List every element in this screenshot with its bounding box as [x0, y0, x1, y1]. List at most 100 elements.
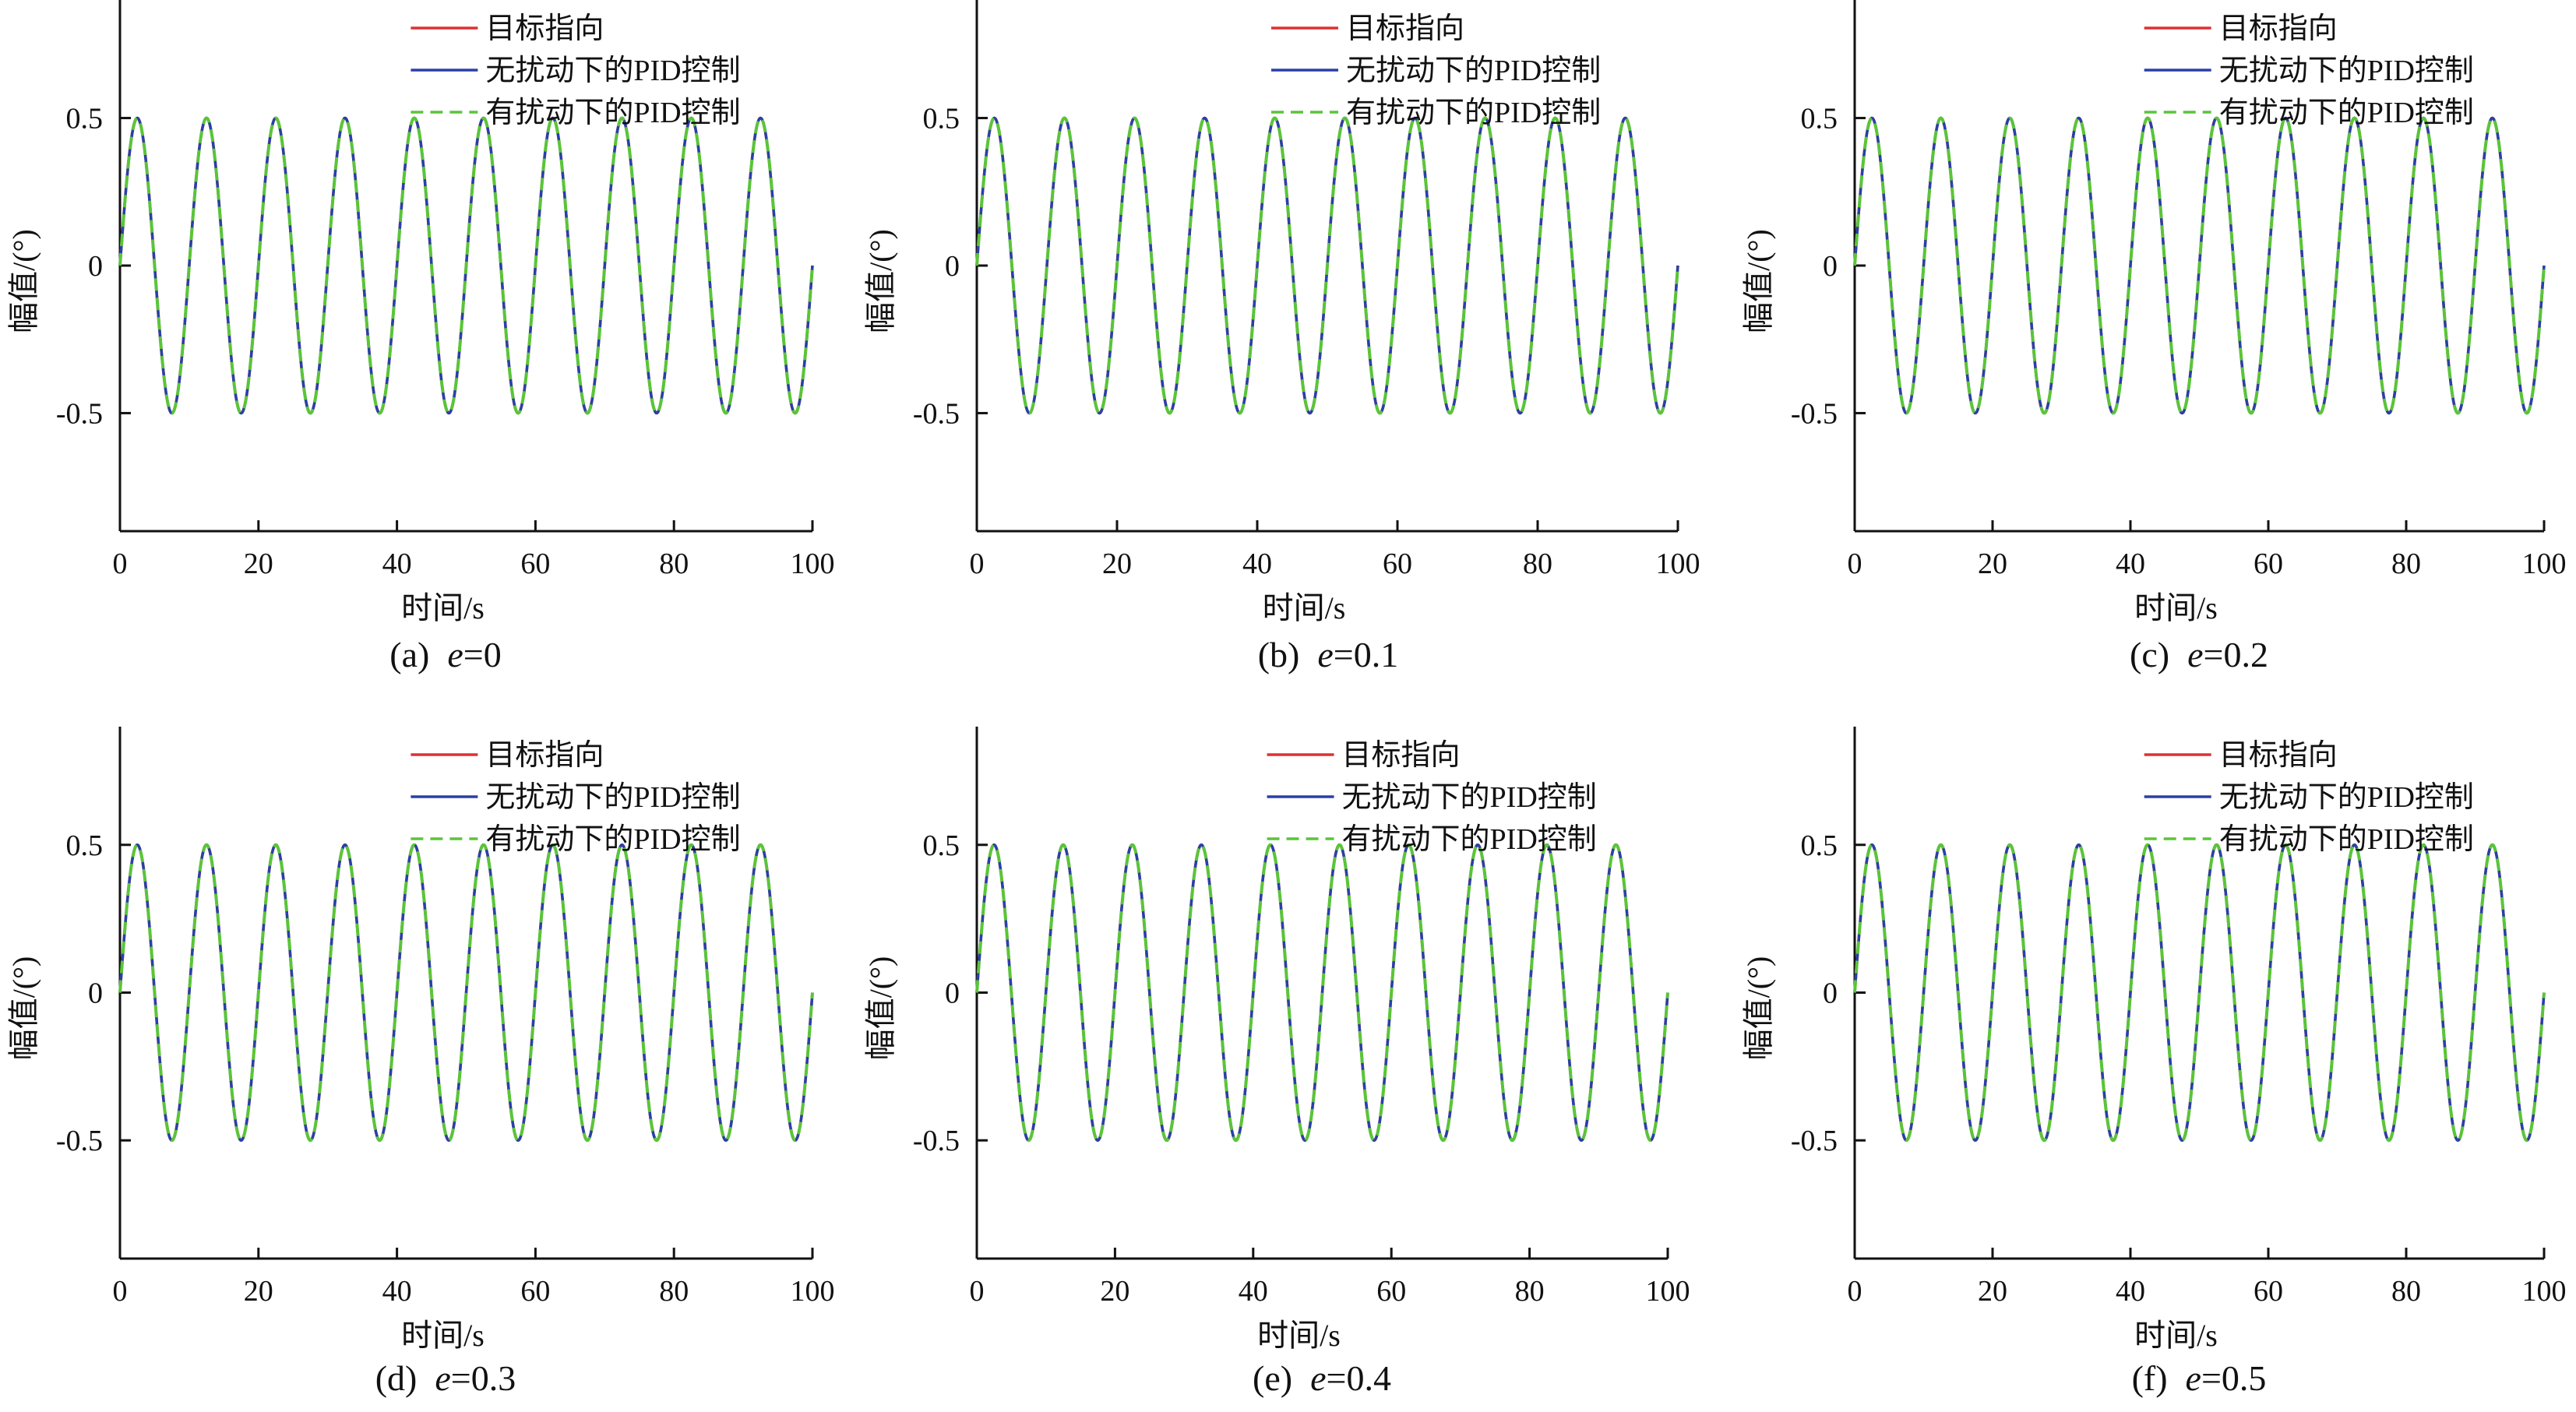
y-tick-label: -0.5: [56, 397, 103, 430]
caption-variable: e: [447, 635, 463, 674]
panel-caption: (f) e=0.5: [2132, 1358, 2267, 1398]
legend-label: 有扰动下的PID控制: [1346, 97, 1601, 129]
x-tick-label: 60: [2254, 1275, 2283, 1308]
y-tick-label: 0.5: [66, 829, 104, 862]
x-axis-label: 时间/s: [2134, 590, 2218, 625]
legend-label: 无扰动下的PID控制: [1342, 781, 1597, 814]
with-disturbance-line: [118, 843, 814, 1143]
caption-variable: e: [2187, 635, 2203, 674]
x-tick-label: 0: [113, 548, 128, 580]
panel-caption: (b) e=0.1: [1258, 635, 1399, 674]
x-tick-label: 40: [382, 1275, 412, 1308]
legend-label: 无扰动下的PID控制: [485, 55, 740, 87]
chart-panel-d: 0 20 40 60 80 100 -0.5 0 0.5 时间/s 幅值/(°) 目标指向无扰动下的P…: [6, 727, 835, 1398]
x-tick-label: 0: [1848, 1275, 1862, 1308]
y-tick-label: -0.5: [913, 397, 960, 430]
x-axis-label: 时间/s: [401, 1318, 485, 1353]
legend-label: 目标指向: [1342, 739, 1461, 772]
x-tick-label: 20: [1102, 548, 1132, 580]
legend-label: 无扰动下的PID控制: [485, 781, 740, 814]
x-tick-label: 60: [2254, 548, 2283, 580]
x-tick-label: 100: [2522, 1275, 2567, 1308]
y-tick-label: 0: [1823, 250, 1838, 283]
legend-label: 目标指向: [485, 12, 604, 45]
x-tick-label: 40: [2116, 1275, 2145, 1308]
y-tick-label: -0.5: [1791, 397, 1838, 430]
x-axis-label: 时间/s: [1257, 1318, 1341, 1353]
x-tick-label: 80: [1523, 548, 1552, 580]
x-tick-label: 40: [1242, 548, 1272, 580]
legend-label: 有扰动下的PID控制: [2219, 97, 2474, 129]
y-tick-label: 0.5: [1801, 829, 1838, 862]
panel-caption: (d) e=0.3: [375, 1358, 516, 1398]
y-tick-label: 0: [945, 977, 960, 1010]
y-tick-label: 0.5: [66, 103, 104, 136]
x-tick-label: 20: [1978, 1275, 2007, 1308]
x-tick-label: 0: [970, 548, 985, 580]
x-tick-label: 20: [1978, 548, 2007, 580]
x-tick-label: 20: [244, 1275, 273, 1308]
with-disturbance-line: [1853, 116, 2546, 415]
x-tick-label: 20: [1100, 1275, 1129, 1308]
panel-caption: (c) e=0.2: [2130, 635, 2268, 674]
caption-variable: e: [1317, 635, 1333, 674]
x-tick-label: 40: [382, 548, 412, 580]
caption-value: =0.4: [1327, 1358, 1391, 1398]
chart-panel-a: 0 20 40 60 80 100 -0.5 0 0.5 时间/s 幅值/(°) 目标指向无扰动下的P…: [6, 0, 835, 674]
x-tick-label: 20: [244, 548, 273, 580]
legend-label: 无扰动下的PID控制: [1346, 55, 1601, 87]
legend-label: 有扰动下的PID控制: [1342, 823, 1597, 856]
legend-label: 目标指向: [2219, 12, 2338, 45]
y-axis-label: 幅值/(°): [6, 956, 41, 1061]
legend-label: 目标指向: [1346, 12, 1464, 45]
caption-prefix: (b): [1258, 635, 1318, 674]
y-tick-label: -0.5: [56, 1125, 103, 1157]
caption-variable: e: [435, 1358, 450, 1398]
x-tick-label: 100: [1646, 1275, 1690, 1308]
y-axis-label: 幅值/(°): [1741, 229, 1776, 333]
chart-panel-c: 0 20 40 60 80 100 -0.5 0 0.5 时间/s 幅值/(°) 目标指向无扰动下的P…: [1741, 0, 2567, 674]
y-tick-label: 0: [945, 250, 960, 283]
x-tick-label: 80: [2391, 1275, 2421, 1308]
caption-value: =0.3: [451, 1358, 516, 1398]
x-tick-label: 60: [520, 548, 550, 580]
y-tick-label: 0: [1823, 977, 1838, 1010]
x-tick-label: 80: [2391, 548, 2421, 580]
caption-value: =0: [463, 635, 502, 674]
y-axis-label: 幅值/(°): [863, 229, 898, 333]
caption-prefix: (f): [2132, 1358, 2186, 1398]
x-axis-label: 时间/s: [2134, 1318, 2218, 1353]
y-axis-label: 幅值/(°): [863, 956, 898, 1061]
x-axis-label: 时间/s: [1263, 590, 1346, 625]
chart-panel-b: 0 20 40 60 80 100 -0.5 0 0.5 时间/s 幅值/(°) 目标指向无扰动下的P…: [863, 0, 1700, 674]
caption-variable: e: [2186, 1358, 2201, 1398]
x-tick-label: 80: [659, 1275, 689, 1308]
caption-prefix: (a): [389, 635, 447, 674]
caption-value: =0.5: [2201, 1358, 2266, 1398]
y-tick-label: 0: [88, 250, 103, 283]
x-tick-label: 100: [791, 548, 835, 580]
chart-panel-e: 0 20 40 60 80 100 -0.5 0 0.5 时间/s 幅值/(°) 目标指向无扰动下的P…: [863, 727, 1690, 1398]
legend-label: 目标指向: [2219, 739, 2338, 772]
legend-label: 目标指向: [485, 739, 604, 772]
panel-caption: (e) e=0.4: [1253, 1358, 1391, 1398]
caption-prefix: (e): [1253, 1358, 1310, 1398]
legend-label: 有扰动下的PID控制: [485, 97, 740, 129]
with-disturbance-line: [1853, 843, 2546, 1143]
y-axis-label: 幅值/(°): [1741, 956, 1776, 1061]
panel-caption: (a) e=0: [389, 635, 501, 674]
with-disturbance-line: [975, 116, 1679, 415]
y-tick-label: 0.5: [1801, 103, 1838, 136]
legend-label: 有扰动下的PID控制: [2219, 823, 2474, 856]
x-tick-label: 0: [1848, 548, 1862, 580]
caption-prefix: (d): [375, 1358, 435, 1398]
y-tick-label: 0.5: [923, 829, 960, 862]
y-tick-label: -0.5: [913, 1125, 960, 1157]
with-disturbance-line: [975, 843, 1669, 1143]
caption-value: =0.2: [2204, 635, 2268, 674]
x-axis-label: 时间/s: [401, 590, 485, 625]
x-tick-label: 100: [791, 1275, 835, 1308]
y-axis-label: 幅值/(°): [6, 229, 41, 333]
x-tick-label: 60: [1376, 1275, 1406, 1308]
